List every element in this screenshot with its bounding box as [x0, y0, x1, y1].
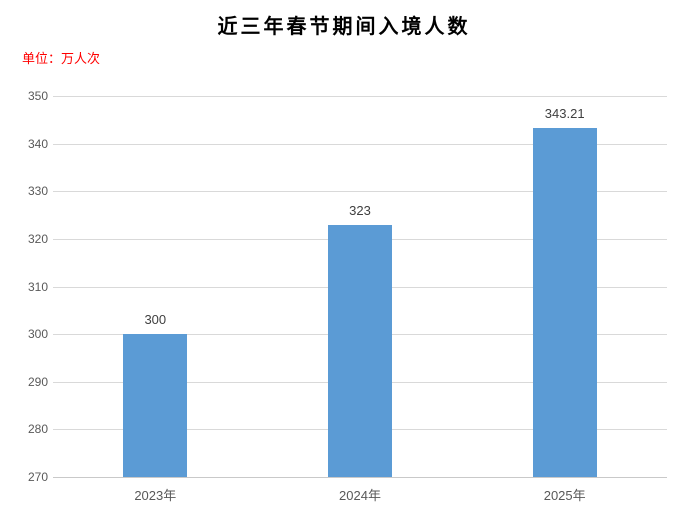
gridline-330 [53, 191, 667, 193]
bar-2024年 [328, 224, 392, 477]
y-tick-label-350: 350 [27, 89, 48, 103]
bar-2023年 [123, 334, 188, 477]
y-tick-label-280: 280 [27, 422, 48, 437]
data-label-2023年: 300 [144, 312, 167, 328]
plot-area: 300 323 343.21 [53, 96, 667, 478]
y-tick-label-330: 330 [27, 184, 48, 199]
y-tick-label-300: 300 [27, 327, 48, 342]
gridline-340 [53, 143, 667, 145]
y-tick-label-270: 270 [27, 470, 48, 484]
gridline-350 [53, 96, 667, 97]
y-tick-label-320: 320 [27, 231, 48, 246]
x-tick-label-2024年: 2024年 [339, 488, 381, 503]
x-tick-label-2025年: 2025年 [543, 488, 586, 503]
y-tick-label-340: 340 [27, 136, 48, 151]
chart-title: 近三年春节期间入境人数 [217, 14, 471, 38]
y-tick-label-290: 290 [27, 374, 48, 389]
x-axis: 2023年 2024年 2025年 [53, 483, 667, 503]
bar-2025年 [532, 128, 597, 477]
gridline-270 [53, 477, 667, 478]
data-label-2025年: 343.21 [544, 106, 585, 122]
y-axis: 350 340 330 320 310 300 290 280 270 [20, 89, 48, 484]
y-tick-label-310: 310 [27, 279, 48, 294]
data-label-2024年: 323 [349, 202, 371, 218]
x-tick-label-2023年: 2023年 [134, 488, 177, 503]
unit-label: 单位：万人次 [22, 51, 101, 66]
